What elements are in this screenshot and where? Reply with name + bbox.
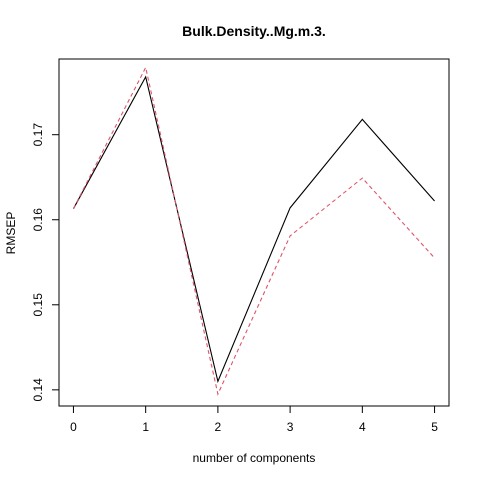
- x-tick-label: 5: [431, 420, 438, 434]
- x-tick-label: 2: [215, 420, 222, 434]
- chart-title: Bulk.Density..Mg.m.3.: [182, 23, 326, 39]
- series-line-1: [72, 75, 435, 384]
- series-layer: [72, 65, 435, 396]
- y-tick-label: 0.17: [31, 123, 45, 147]
- x-tick-label: 1: [142, 420, 149, 434]
- x-axis: 0 1 2 3 4 5: [70, 405, 438, 434]
- y-axis-label: RMSEP: [4, 212, 18, 255]
- y-axis: 0.14 0.15 0.16 0.17: [31, 123, 60, 402]
- y-tick-label: 0.14: [31, 378, 45, 402]
- series-line-2: [72, 65, 435, 396]
- x-tick-label: 0: [70, 420, 77, 434]
- x-tick-label: 4: [359, 420, 366, 434]
- x-tick-label: 3: [287, 420, 294, 434]
- y-tick-label: 0.16: [31, 208, 45, 232]
- x-axis-label: number of components: [193, 451, 316, 465]
- y-tick-label: 0.15: [31, 293, 45, 317]
